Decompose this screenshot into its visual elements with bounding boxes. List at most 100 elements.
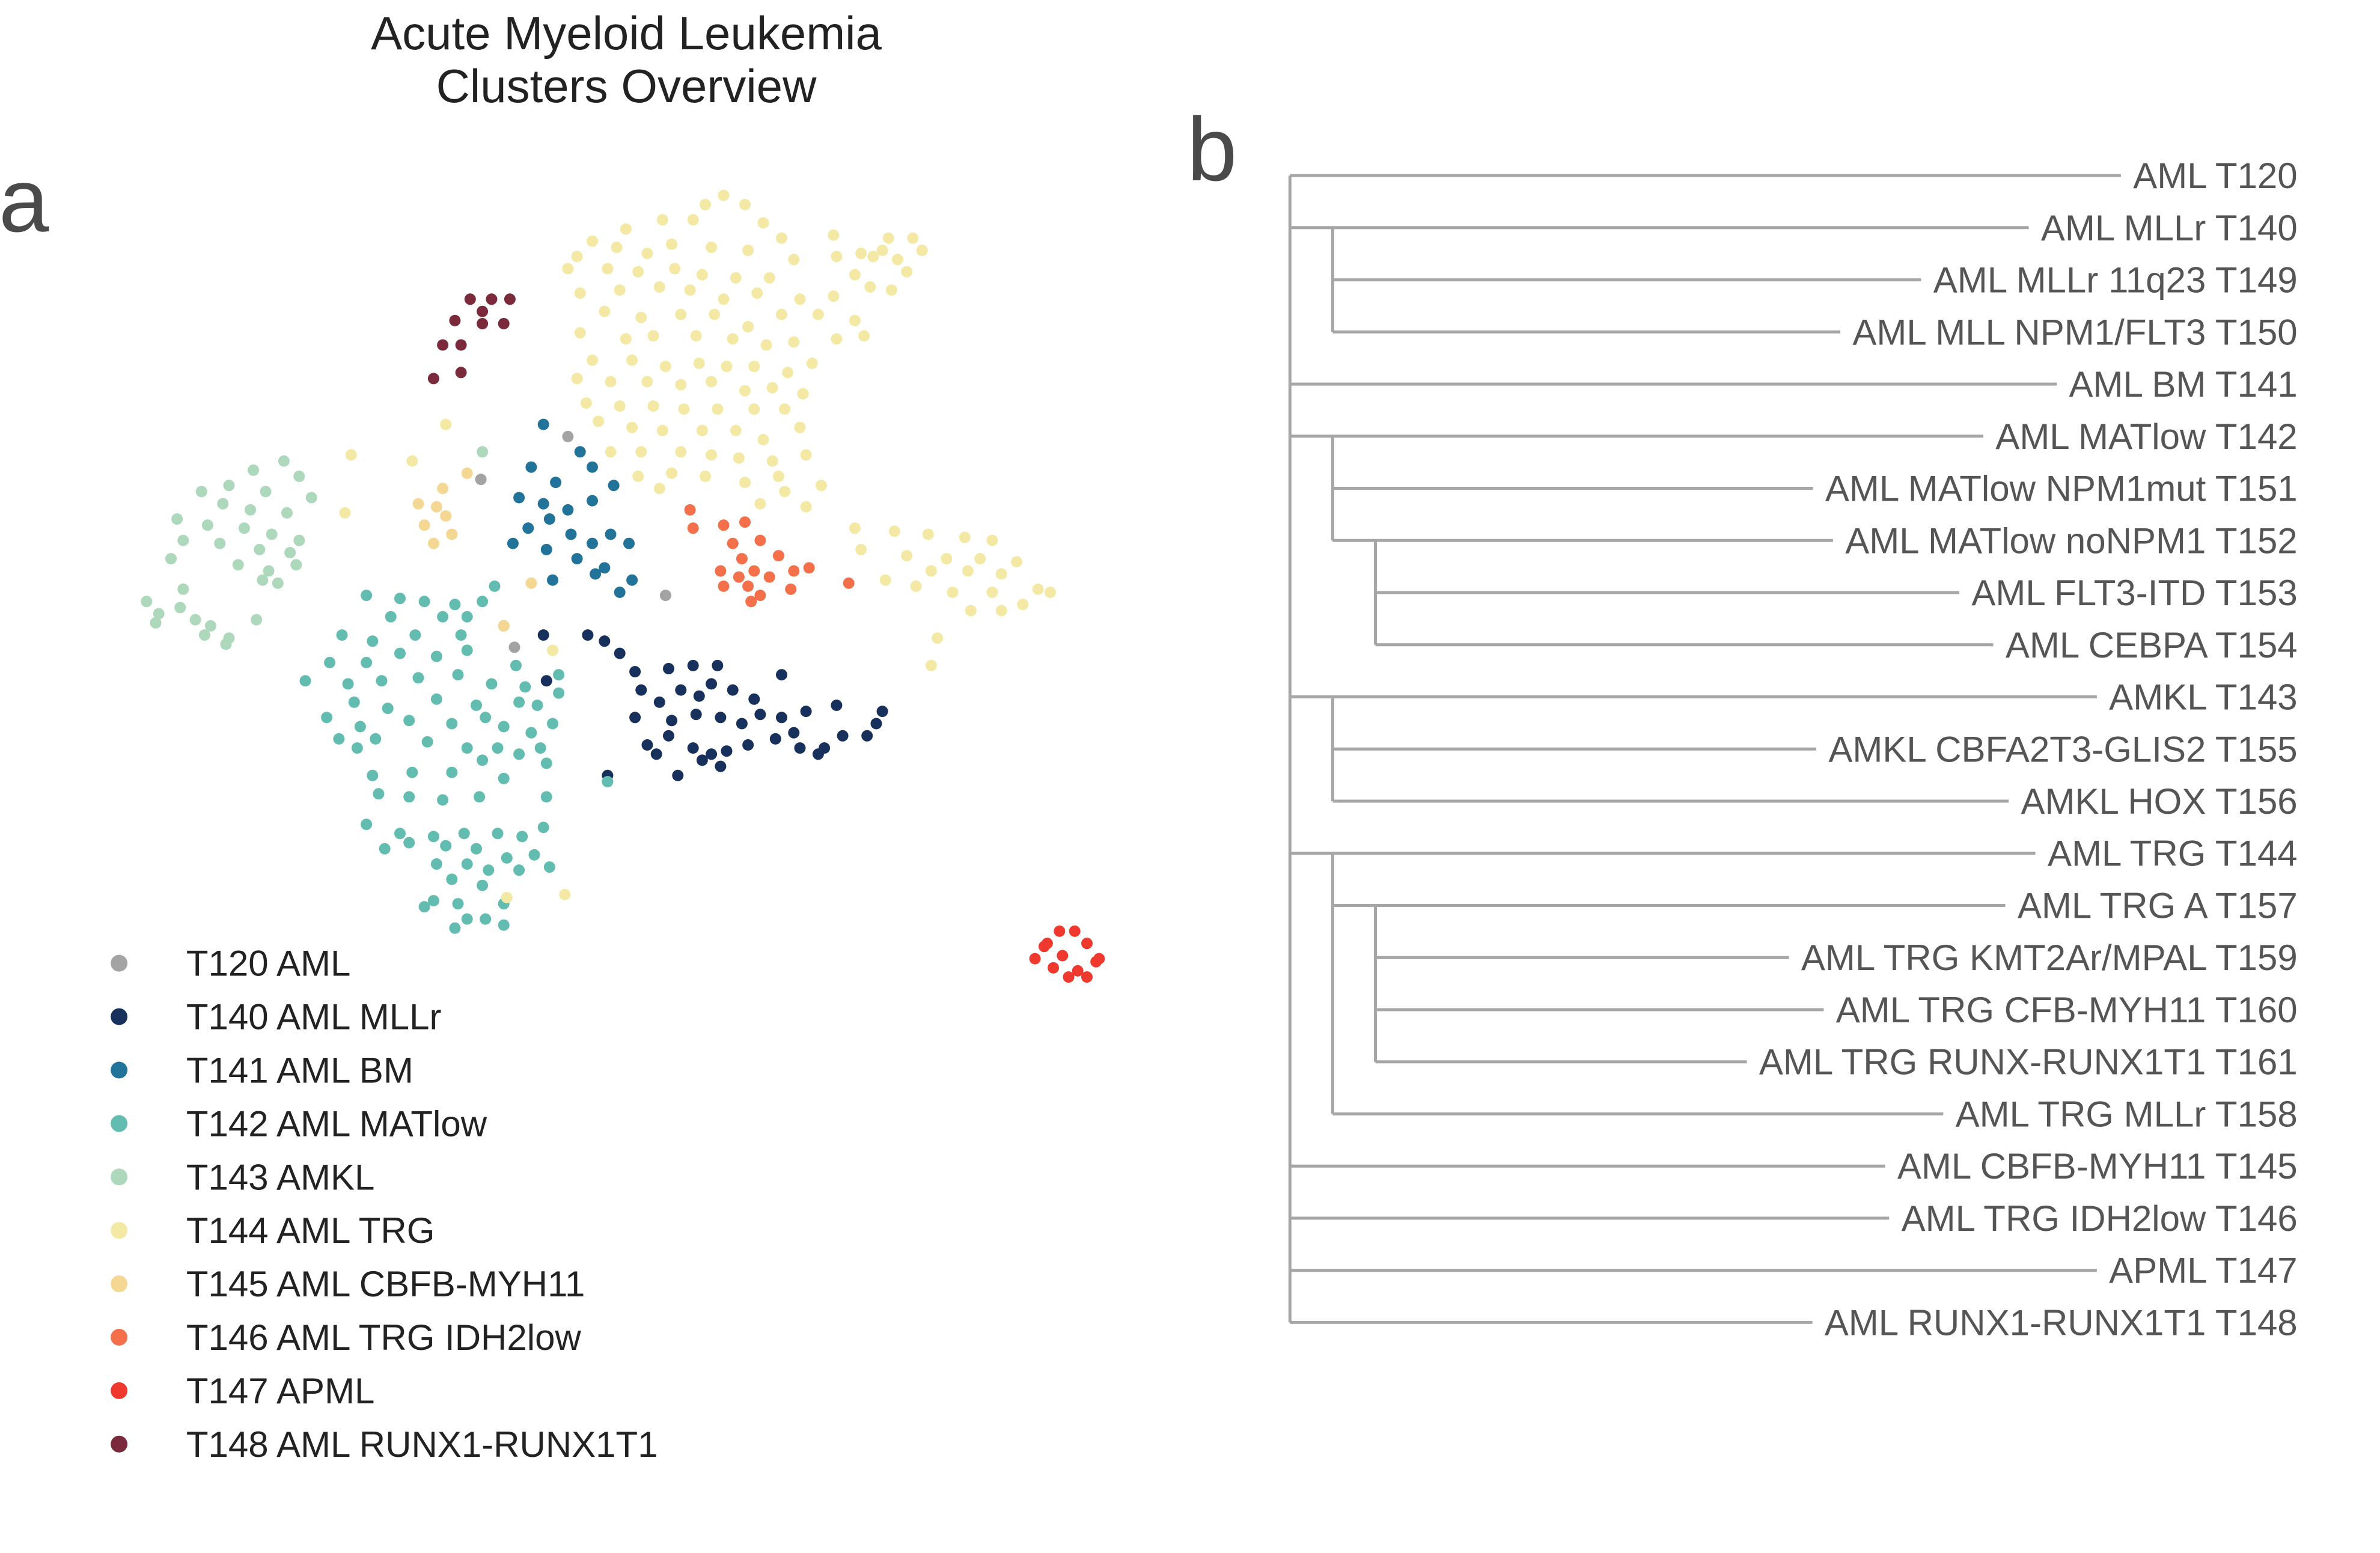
scatter-point: [272, 577, 284, 589]
scatter-point: [571, 373, 583, 385]
scatter-point: [690, 330, 702, 342]
legend-label: T144 AML TRG: [186, 1210, 435, 1251]
series-5: [339, 189, 1056, 903]
legend-marker: [111, 1222, 128, 1239]
scatter-point: [284, 547, 296, 558]
scatter-point: [361, 590, 373, 602]
scatter-point: [849, 269, 861, 281]
scatter-point: [475, 474, 487, 486]
legend-item: T142 AML MATlow: [111, 1103, 487, 1144]
scatter-point: [861, 730, 873, 742]
scatter-point: [614, 400, 626, 412]
scatter-point: [220, 638, 232, 650]
scatter-point: [458, 828, 470, 840]
scatter-point: [797, 388, 809, 400]
panel-b: b AML T120 AML MLLr T140 AML MLLr 11q23 T1…: [1187, 99, 2298, 1343]
dendrogram-leaf-label: AML CBFB-MYH11 T145: [1897, 1146, 2298, 1186]
scatter-point: [864, 281, 876, 293]
scatter-point: [214, 537, 226, 549]
scatter-point: [916, 245, 928, 257]
series-8: [1029, 925, 1105, 983]
scatter-point: [614, 647, 626, 659]
scatter-point: [293, 471, 305, 482]
scatter-point: [217, 498, 229, 510]
scatter-point: [498, 721, 510, 733]
scatter-point: [513, 748, 525, 760]
scatter-point: [418, 901, 430, 913]
scatter-point: [772, 550, 784, 562]
scatter-point: [342, 678, 354, 690]
scatter-point: [901, 550, 913, 562]
legend-item: T141 AML BM: [111, 1051, 413, 1091]
dendrogram-leaf-label: AML TRG MLLr T158: [1956, 1094, 2298, 1134]
scatter-point: [776, 232, 787, 244]
scatter-point: [849, 314, 861, 326]
scatter-point: [788, 727, 800, 739]
scatter-point: [547, 574, 558, 586]
scatter-point: [562, 504, 574, 516]
scatter-point: [687, 742, 699, 754]
dendrogram-leaf-label: AML MLL NPM1/FLT3 T150: [1852, 312, 2297, 352]
scatter-point: [394, 828, 406, 840]
scatter-point: [806, 358, 818, 369]
dendrogram-leaf-label: AML MATlow T142: [1995, 416, 2297, 457]
scatter-point: [739, 477, 751, 489]
scatter-point: [693, 358, 705, 369]
scatter-point: [305, 492, 317, 504]
scatter-point: [455, 629, 467, 641]
scatter-point: [403, 791, 415, 803]
scatter-point: [706, 449, 718, 461]
scatter-point: [455, 339, 467, 351]
scatter-point: [605, 528, 617, 540]
scatter-point: [263, 565, 275, 577]
scatter-point: [348, 696, 360, 708]
scatter-point: [587, 537, 598, 549]
legend-item: T146 AML TRG IDH2low: [111, 1317, 581, 1358]
scatter-point: [727, 333, 739, 345]
legend-marker: [111, 1168, 128, 1186]
scatter-point: [251, 614, 263, 626]
scatter-point: [354, 721, 366, 733]
scatter-point: [635, 311, 647, 323]
scatter-point: [684, 284, 696, 296]
scatter-point: [718, 580, 730, 592]
scatter-point: [421, 736, 433, 748]
scatter-point: [571, 251, 583, 263]
scatter-point: [876, 245, 888, 257]
dendrogram-leaf-label: AMKL T143: [2109, 677, 2298, 718]
scatter-point: [223, 480, 235, 492]
scatter-point: [675, 446, 687, 458]
scatter-point: [232, 559, 244, 571]
scatter-point: [504, 293, 516, 305]
scatter-point: [733, 571, 745, 583]
scatter-point: [663, 730, 674, 742]
scatter-point: [427, 831, 439, 843]
legend-label: T140 AML MLLr: [186, 997, 442, 1037]
scatter-point: [590, 568, 602, 580]
scatter-point: [669, 263, 681, 275]
scatter-point: [513, 864, 525, 876]
scatter-point: [745, 596, 757, 608]
scatter-point: [403, 715, 415, 727]
scatter-point: [754, 534, 766, 546]
scatter-point: [925, 565, 937, 577]
scatter-point: [537, 498, 549, 510]
scatter-point: [474, 791, 486, 803]
scatter-point: [382, 703, 394, 715]
scatter-point: [986, 587, 998, 598]
scatter-point: [351, 742, 363, 754]
scatter-point: [547, 644, 558, 656]
scatter-point: [525, 461, 537, 473]
scatter-point: [641, 739, 653, 751]
dendrogram-labels: AML T120 AML MLLr T140 AML MLLr 11q23 T149…: [1759, 156, 2298, 1343]
series-9: [427, 293, 516, 385]
scatter-point: [471, 843, 482, 855]
scatter-point: [333, 733, 345, 745]
scatter-point: [794, 742, 806, 754]
scatter-point: [754, 498, 766, 510]
scatter-point: [690, 709, 702, 721]
scatter-point: [461, 913, 473, 925]
scatter-point: [763, 571, 775, 583]
scatter-point: [769, 733, 781, 745]
scatter-point: [537, 822, 549, 834]
